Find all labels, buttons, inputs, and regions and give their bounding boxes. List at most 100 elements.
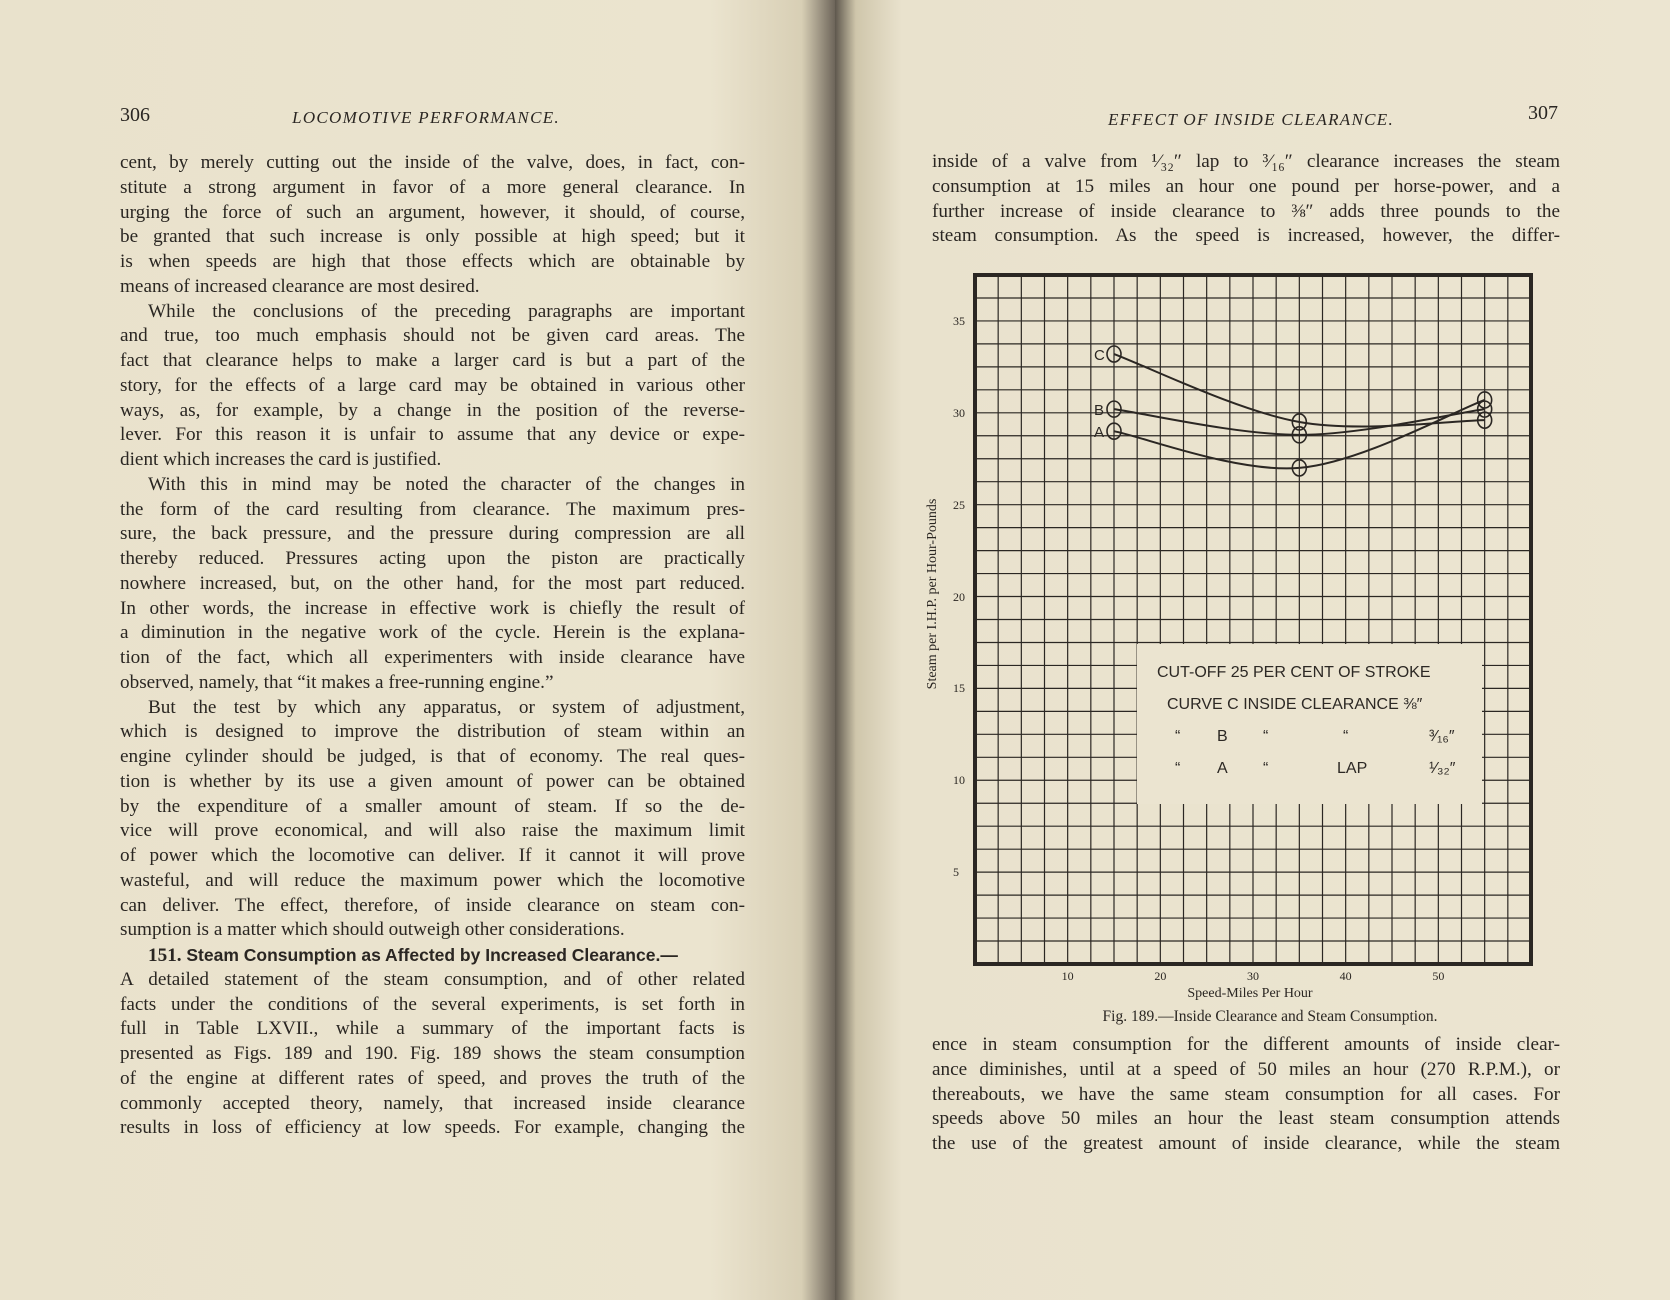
data-point-a xyxy=(1291,459,1308,477)
text-line: by the expenditure of a smaller amount o… xyxy=(120,795,745,817)
text-line: facts under the conditions of the severa… xyxy=(120,993,745,1015)
data-point-a xyxy=(1106,422,1122,440)
data-point-b xyxy=(1106,400,1122,418)
text-line: urging the force of such an argument, ho… xyxy=(120,201,745,223)
text-line: means of increased clearance are most de… xyxy=(120,275,480,297)
text-line: full in Table LXVII., while a summary of… xyxy=(120,1018,745,1040)
series-line-a xyxy=(1113,399,1486,470)
body-text: cent, by merely cutting out the inside o… xyxy=(120,151,745,1141)
text-line: nowhere increased, but, on the other han… xyxy=(120,572,745,594)
text-line: can deliver. The effect, therefore, of i… xyxy=(120,894,745,916)
text-line: dient which increases the card is justif… xyxy=(120,449,442,470)
text-line: thereby reduced. Pressures acting upon t… xyxy=(120,548,745,569)
body-text-top: inside of a valve from ¹⁄₃₂″ lap to ³⁄₁₆… xyxy=(932,150,1560,249)
page-number: 306 xyxy=(120,104,150,126)
text-line: steam consumption. As the speed is incre… xyxy=(932,225,1560,247)
x-tick-label: 20 xyxy=(1154,969,1167,983)
running-head: LOCOMOTIVE PERFORMANCE. xyxy=(292,108,560,127)
legend-value: ⅜″ xyxy=(1403,696,1423,713)
y-tick-label: 30 xyxy=(953,405,965,420)
text-line: stitute a strong argument in favor of a … xyxy=(120,176,745,198)
data-point-a xyxy=(1476,391,1493,409)
text-line: vice will prove economical, and will als… xyxy=(120,820,745,842)
series-label-b: B xyxy=(1094,402,1104,419)
text-line: of power which the locomotive can delive… xyxy=(120,845,745,866)
text-line: But the test by which any apparatus, or … xyxy=(148,696,745,718)
y-axis-label: Steam per I.H.P. per Hour-Pounds xyxy=(925,498,940,690)
legend-ditto: “ xyxy=(1175,760,1181,777)
text-line: wasteful, and will reduce the maximum po… xyxy=(120,869,745,891)
text-line: is when speeds are high that those effec… xyxy=(120,251,745,272)
text-line: story, for the effects of a large card m… xyxy=(120,374,745,396)
series-line-b xyxy=(1113,408,1485,436)
data-point-b xyxy=(1476,400,1493,418)
x-tick-label: 10 xyxy=(1061,969,1074,983)
data-point-c xyxy=(1476,411,1493,429)
x-tick-label: 50 xyxy=(1432,969,1445,983)
text-line: lever. For this reason it is unfair to a… xyxy=(120,424,745,446)
y-tick-label: 10 xyxy=(953,773,965,788)
text-line: observed, namely, that “it makes a free-… xyxy=(120,671,554,693)
legend-prefix: CURVE xyxy=(1167,696,1223,713)
text-line: sumption is a matter which should outwei… xyxy=(120,919,625,941)
text-line: engine cylinder should be judged, is tha… xyxy=(120,746,745,767)
text-line: of the engine at different rates of spee… xyxy=(120,1067,745,1089)
text-line: A detailed statement of the steam consum… xyxy=(120,968,745,990)
page-number: 307 xyxy=(1528,102,1558,124)
legend-curve-a: A xyxy=(1217,760,1228,777)
text-line: sure, the back pressure, and the pressur… xyxy=(120,523,745,545)
y-tick-label: 15 xyxy=(953,681,965,696)
text-line: tion of the fact, which all experimenter… xyxy=(120,647,745,668)
data-point-c xyxy=(1291,413,1308,431)
legend-row-c: CURVE C INSIDE CLEARANCE ⅜″ xyxy=(1167,696,1422,714)
chart-legend: CUT-OFF 25 PER CENT OF STROKE CURVE C IN… xyxy=(1137,644,1482,804)
text-line: be granted that such increase is only po… xyxy=(120,226,745,248)
section-number: 151. xyxy=(148,945,182,966)
legend-ditto: “ xyxy=(1263,760,1269,777)
text-line: which is designed to improve the distrib… xyxy=(120,721,745,743)
legend-label: INSIDE CLEARANCE xyxy=(1243,696,1399,713)
text-line: While the conclusions of the preceding p… xyxy=(148,300,745,322)
legend-value-b: ³⁄₁₆″ xyxy=(1429,728,1455,745)
legend-curve-b: B xyxy=(1217,728,1228,745)
text-line: and true, too much emphasis should not b… xyxy=(120,325,745,347)
legend-curve: C xyxy=(1227,696,1239,713)
text-line: tion is whether by its use a given amoun… xyxy=(120,770,745,792)
y-tick-label: 25 xyxy=(953,497,965,512)
plot-border xyxy=(973,273,1533,966)
series-label-c: C xyxy=(1094,347,1105,364)
body-text-bottom: ence in steam consumption for the differ… xyxy=(932,1033,1560,1157)
text-line: presented as Figs. 189 and 190. Fig. 189… xyxy=(120,1043,745,1064)
legend-ditto: “ xyxy=(1343,728,1349,745)
data-point-c xyxy=(1106,345,1122,363)
text-line: further increase of inside clearance to … xyxy=(932,200,1560,222)
legend-value-a: ¹⁄₃₂″ xyxy=(1429,760,1456,777)
data-point-b xyxy=(1291,426,1308,444)
text-line: inside of a valve from ¹⁄₃₂″ lap to ³⁄₁₆… xyxy=(932,151,1560,172)
text-line: thereabouts, we have the same steam cons… xyxy=(932,1083,1560,1105)
text-line: In other words, the increase in effectiv… xyxy=(120,597,745,619)
text-line: the form of the card resulting from clea… xyxy=(120,498,745,520)
running-head: EFFECT OF INSIDE CLEARANCE. xyxy=(1108,110,1394,129)
y-tick-label: 5 xyxy=(953,865,959,880)
text-line: ways, as, for example, by a change in th… xyxy=(120,399,745,421)
legend-ditto: “ xyxy=(1263,728,1269,745)
text-line: ence in steam consumption for the differ… xyxy=(932,1034,1560,1055)
text-line: the use of the greatest amount of inside… xyxy=(932,1133,1560,1154)
text-line: cent, by merely cutting out the inside o… xyxy=(120,152,745,173)
series-label-a: A xyxy=(1094,424,1104,441)
section-heading: 151. Steam Consumption as Affected by In… xyxy=(120,943,745,968)
text-line: consumption at 15 miles an hour one poun… xyxy=(932,175,1560,197)
left-page: 306 LOCOMOTIVE PERFORMANCE. cent, by mer… xyxy=(0,0,835,1300)
figure-caption: Fig. 189.—Inside Clearance and Steam Con… xyxy=(1102,1008,1438,1025)
x-tick-label: 30 xyxy=(1247,969,1259,983)
legend-heading: CUT-OFF 25 PER CENT OF STROKE xyxy=(1157,664,1431,681)
text-line: fact that clearance helps to make a larg… xyxy=(120,350,745,371)
y-tick-label: 20 xyxy=(953,589,965,604)
text-line: commonly accepted theory, namely, that i… xyxy=(120,1092,745,1114)
text-line: results in loss of efficiency at low spe… xyxy=(120,1117,745,1139)
text-line: ance diminishes, until at a speed of 50 … xyxy=(932,1058,1560,1080)
text-line: speeds above 50 miles an hour the least … xyxy=(932,1108,1560,1130)
series-line-c xyxy=(1113,353,1485,428)
legend-ditto: “ xyxy=(1175,728,1181,745)
